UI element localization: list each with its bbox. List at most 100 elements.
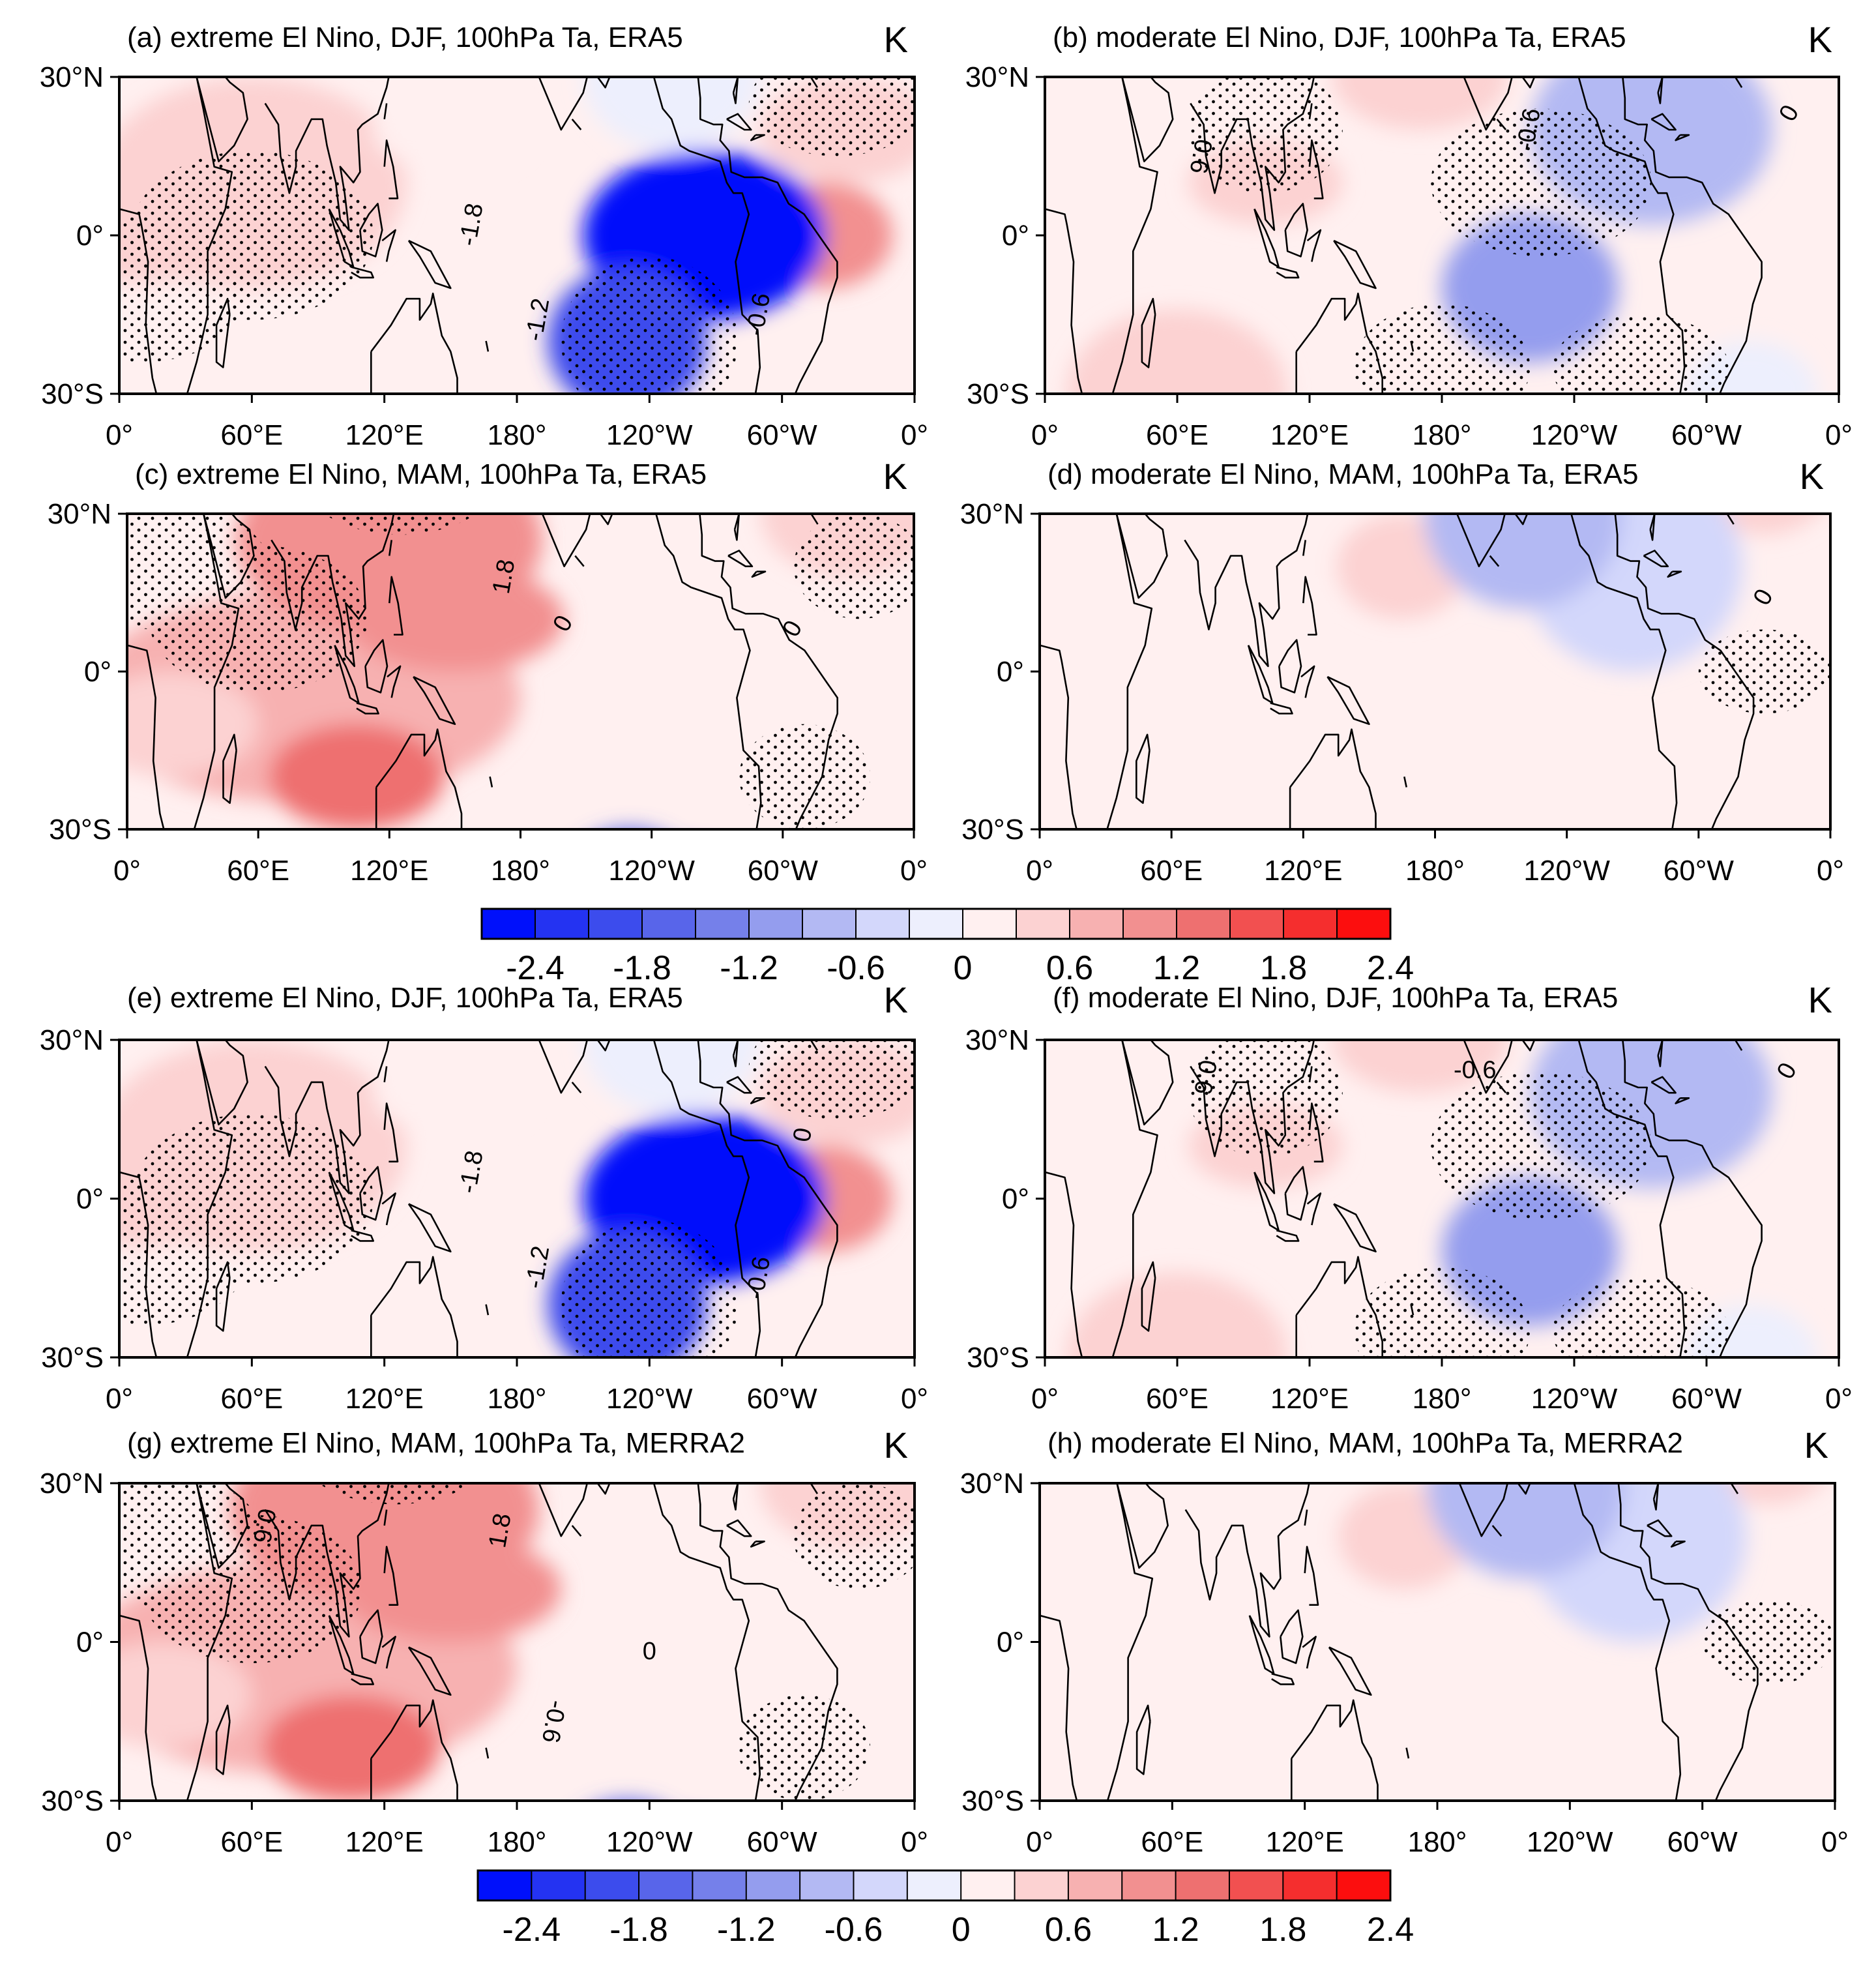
lon-tick-label: 0° [1817, 855, 1844, 887]
anomaly-blob [1673, 0, 1872, 45]
coastline [697, 77, 838, 394]
coastline [407, 1013, 429, 1035]
unit-label: K [884, 979, 908, 1020]
anomaly-blob [340, 1536, 561, 1642]
coastline [1622, 77, 1763, 394]
colorbar-label: 0.6 [1045, 1911, 1092, 1949]
colorbar-swatch [535, 909, 589, 939]
coastline [1410, 340, 1414, 352]
coastline [1327, 1456, 1349, 1478]
lat-tick-label: 30°N [965, 61, 1029, 93]
coastline [383, 1066, 388, 1083]
coastline [407, 51, 429, 72]
coastline [186, 1483, 233, 1801]
significance-stipple [1698, 629, 1830, 714]
coastline [1657, 77, 1663, 104]
lon-tick-label: 0° [901, 1383, 928, 1415]
coastline [1302, 576, 1317, 636]
coastline [1136, 1704, 1151, 1775]
coastline [1121, 77, 1174, 162]
coastline [1116, 1483, 1169, 1569]
colorbar-swatch [1175, 1870, 1230, 1900]
coastline [1496, 118, 1507, 130]
lat-tick-label: 30°S [41, 1785, 104, 1817]
colorbar-swatch [1177, 909, 1231, 939]
colorbar-swatch [1283, 1870, 1338, 1900]
lon-tick-label: 0° [106, 1826, 133, 1858]
coastline [655, 514, 762, 829]
lat-tick-label: 0° [76, 220, 104, 252]
colorbar-label: 0 [952, 1911, 971, 1949]
coastline [1491, 1525, 1502, 1537]
lon-tick-label: 60°W [1663, 855, 1735, 887]
colorbar-label: 2.4 [1367, 949, 1414, 987]
lat-tick-label: 30°S [41, 1342, 104, 1374]
coastline [1106, 514, 1153, 829]
lon-tick-label: 120°E [345, 419, 423, 451]
coastline [1184, 1483, 1310, 1638]
colorbar-swatch [853, 1870, 908, 1900]
lat-tick-label: 30°N [960, 1468, 1024, 1500]
coastline [196, 1040, 248, 1126]
lon-tick-label: 0° [901, 1826, 928, 1858]
significance-stipple [561, 256, 738, 394]
colorbar-swatch [1283, 909, 1338, 939]
coastline [1617, 1483, 1759, 1801]
anomaly-blob [1710, 514, 1819, 535]
colorbar-swatch [1014, 1870, 1069, 1900]
significance-stipple [318, 1483, 473, 1505]
coastline [1111, 77, 1158, 394]
coastline [1278, 639, 1302, 694]
lon-tick-label: 60°E [1146, 1383, 1209, 1415]
lon-tick-label: 60°E [220, 1383, 283, 1415]
lon-tick-label: 60°E [1141, 1826, 1203, 1858]
coastline [571, 118, 582, 130]
colorbar-label: -1.8 [609, 1911, 668, 1949]
lon-tick-label: 60°W [1667, 1826, 1738, 1858]
colorbar-swatch [1337, 909, 1391, 939]
unit-label: K [884, 19, 908, 60]
panel-title: (h) moderate El Nino, MAM, 100hPa Ta, ME… [1048, 1427, 1683, 1459]
lon-tick-label: 60°E [220, 419, 283, 451]
coastline [726, 1519, 752, 1537]
lat-tick-label: 0° [1002, 1183, 1029, 1215]
coastline [699, 514, 838, 829]
coastline [732, 77, 739, 104]
coastline [1308, 1102, 1324, 1162]
coastline [751, 570, 767, 578]
significance-stipple [1431, 1071, 1652, 1220]
colorbar-label: 1.8 [1260, 949, 1307, 987]
coastline [383, 1509, 388, 1526]
coastline [1577, 1040, 1686, 1357]
coastline [119, 1171, 158, 1357]
anomaly-blob [1426, 1483, 1626, 1579]
map-panels: -1.8-1.2 -0.60° 60°E 120°E 180° 120°W 60°W 0°30… [40, 0, 1872, 1858]
coastline [1332, 1013, 1354, 1035]
coastline [370, 292, 458, 394]
lon-tick-label: 120°W [1531, 419, 1618, 451]
contour-label: 1.8 [484, 1511, 517, 1550]
panel-title: (c) extreme El Nino, MAM, 100hPa Ta, ERA… [135, 458, 707, 490]
coastline [652, 1483, 761, 1801]
coastline [215, 297, 231, 368]
coastline [1190, 77, 1315, 231]
lon-tick-label: 180° [487, 1826, 546, 1858]
coastline [1647, 1519, 1673, 1537]
anomaly-blob [1497, 872, 1637, 998]
lon-tick-label: 120°W [1523, 855, 1610, 887]
colorbar-swatch [1070, 909, 1124, 939]
coastline [1270, 702, 1293, 715]
lat-tick-label: 30°S [961, 814, 1024, 846]
lat-tick-label: 30°N [48, 498, 111, 530]
panel-c: 1.80 00° 60°E 120°E 180° 120°W 60°W 0°30°N0°30°… [48, 456, 928, 887]
colorbar-swatch [1122, 1870, 1177, 1900]
colorbar-label: 1.2 [1153, 949, 1200, 987]
lon-tick-label: 120°E [1270, 419, 1349, 451]
coastline [1403, 776, 1407, 788]
coastline [1463, 77, 1536, 131]
colorbar-swatch [1230, 909, 1284, 939]
coastline [407, 1456, 429, 1478]
anomaly-blob [269, 724, 445, 829]
coastline [375, 728, 463, 829]
lat-tick-label: 30°S [961, 1785, 1024, 1817]
